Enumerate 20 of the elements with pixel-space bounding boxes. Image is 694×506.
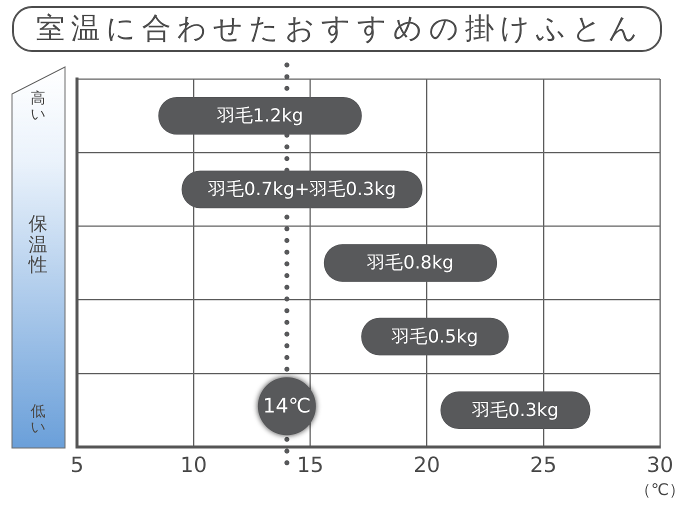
y-tick-label: 羽毛0.8kg	[366, 252, 454, 274]
text: 高い	[30, 89, 46, 124]
y-tick-label: 羽毛1.2kg	[216, 105, 304, 126]
x-tick-label: 10	[180, 453, 207, 478]
chart-title: 室温に合わせたおすすめの掛けふとん	[36, 10, 644, 47]
x-tick-label: 25	[530, 453, 557, 478]
x-tick-label: 15	[296, 453, 324, 478]
y-tick-label: 羽毛0.5kg	[390, 326, 478, 348]
ref-line-label: 14℃	[262, 393, 311, 418]
text: 低い	[30, 402, 46, 436]
x-tick-label: 5	[70, 453, 84, 478]
y-axis-title: 保温性	[28, 213, 48, 276]
x-tick-label: 30	[646, 453, 674, 478]
y-tick-label: 羽毛0.3kg	[471, 400, 559, 421]
bar	[324, 244, 498, 282]
x-tick-label: 20	[413, 453, 440, 478]
bar	[361, 318, 509, 356]
bar	[440, 391, 590, 430]
y-tick-label: 羽毛0.7kg+羽毛0.3kg	[207, 179, 396, 200]
x-axis-title: （℃）	[635, 480, 685, 501]
